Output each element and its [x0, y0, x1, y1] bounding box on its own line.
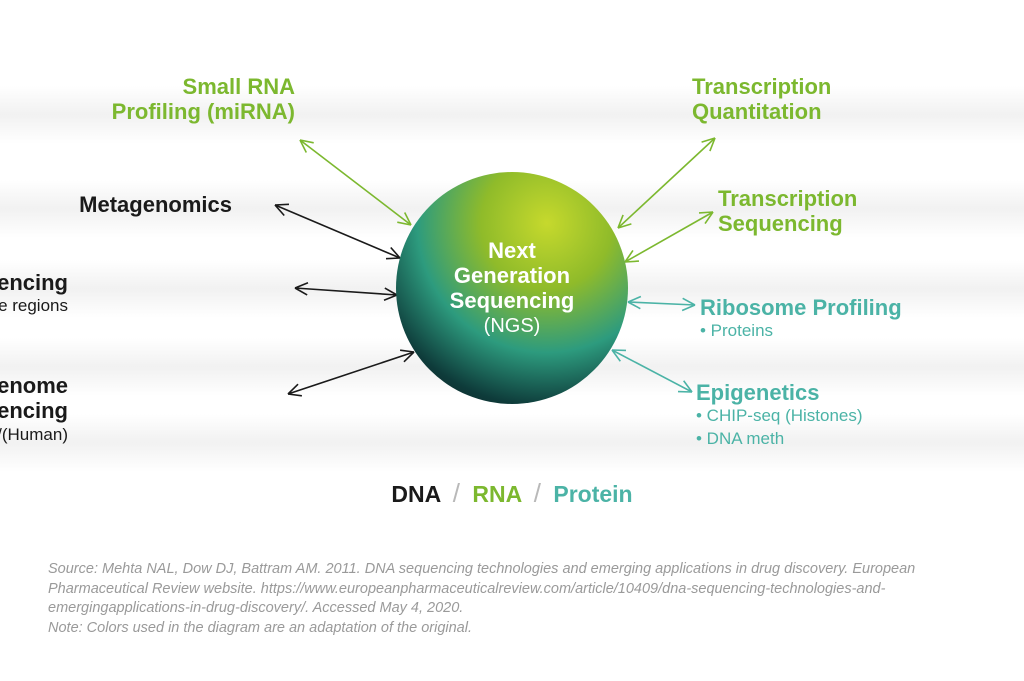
center-circle: Next Generation Sequencing (NGS): [396, 172, 628, 404]
node-targeted: Targeted Sequencing• Genome regions: [0, 270, 68, 318]
legend-sep-icon: /: [447, 478, 466, 508]
node-title: Profiling (miRNA): [70, 99, 295, 124]
node-small_rna: Small RNAProfiling (miRNA): [70, 74, 295, 125]
node-title: Sequencing: [0, 398, 68, 423]
node-wgs: Whole GenomeSequencingBacteria/Viral/(Hu…: [0, 373, 68, 447]
node-bullet: • Genome regions: [0, 295, 68, 318]
node-title: Transcription: [692, 74, 932, 99]
node-bullet: Bacteria/Viral/(Human): [0, 424, 68, 447]
node-title: Epigenetics: [696, 380, 976, 405]
center-sub: (NGS): [450, 315, 575, 338]
source-citation: Source: Mehta NAL, Dow DJ, Battram AM. 2…: [48, 560, 976, 638]
source-line: emergingapplications-in-drug-discovery/.…: [48, 599, 976, 619]
node-metagenomics: Metagenomics: [42, 192, 232, 217]
node-ts: TranscriptionSequencing: [718, 186, 958, 237]
node-title: Ribosome Profiling: [700, 295, 980, 320]
node-bullet: • CHIP-seq (Histones): [696, 405, 976, 428]
legend-sep-icon: /: [528, 478, 547, 508]
node-epi: Epigenetics• CHIP-seq (Histones)• DNA me…: [696, 380, 976, 451]
node-title: Whole Genome: [0, 373, 68, 398]
source-line: Source: Mehta NAL, Dow DJ, Battram AM. 2…: [48, 560, 976, 580]
legend-rna: RNA: [472, 481, 521, 507]
center-title-l3: Sequencing: [450, 288, 575, 313]
legend-protein: Protein: [553, 481, 632, 507]
center-title-l1: Next: [450, 238, 575, 263]
node-title: Sequencing: [718, 211, 958, 236]
node-title: Metagenomics: [42, 192, 232, 217]
node-title: Quantitation: [692, 99, 932, 124]
node-bullet: • Proteins: [700, 320, 980, 343]
node-tq: TranscriptionQuantitation: [692, 74, 932, 125]
diagram-stage: Next Generation Sequencing (NGS) Small R…: [0, 0, 1024, 681]
node-title: Targeted Sequencing: [0, 270, 68, 295]
source-line: Pharmaceutical Review website. https://w…: [48, 580, 976, 600]
center-title-l2: Generation: [450, 263, 575, 288]
node-ribo: Ribosome Profiling• Proteins: [700, 295, 980, 343]
source-line: Note: Colors used in the diagram are an …: [48, 619, 976, 639]
node-title: Small RNA: [70, 74, 295, 99]
legend-dna: DNA: [391, 481, 440, 507]
node-title: Transcription: [718, 186, 958, 211]
node-bullet: • DNA meth: [696, 428, 976, 451]
legend: DNA / RNA / Protein: [0, 478, 1024, 509]
